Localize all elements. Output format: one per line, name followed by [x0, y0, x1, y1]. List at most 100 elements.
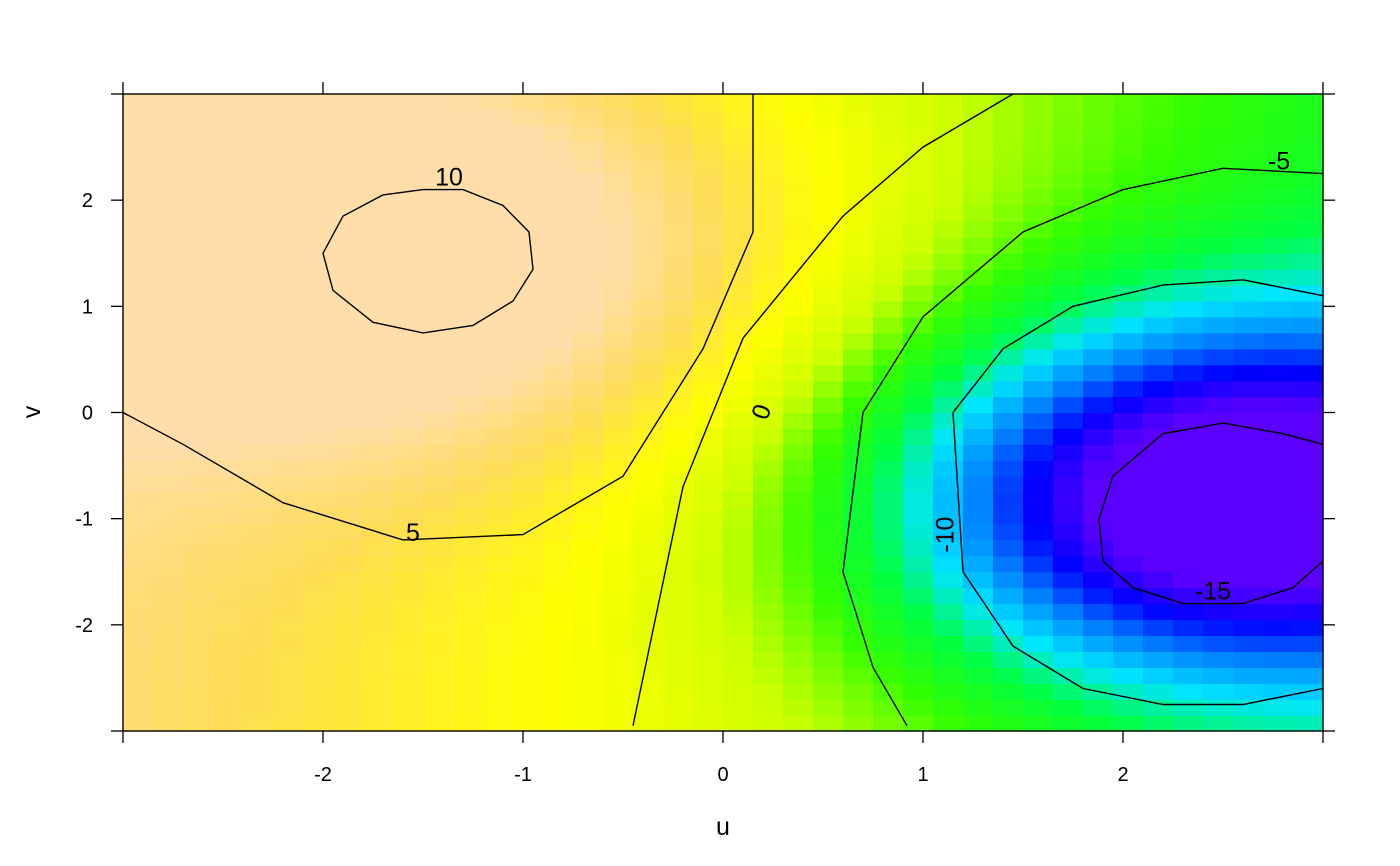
- heatmap-cell: [903, 508, 934, 525]
- heatmap-cell: [333, 125, 364, 143]
- heatmap-cell: [1023, 348, 1054, 366]
- heatmap-cell: [723, 301, 754, 318]
- heatmap-cell: [273, 94, 304, 111]
- heatmap-cell: [303, 476, 334, 493]
- heatmap-cell: [1053, 555, 1084, 573]
- heatmap-cell: [1203, 332, 1234, 350]
- heatmap-cell: [1293, 428, 1324, 445]
- heatmap-cell: [513, 460, 544, 477]
- heatmap-cell: [1233, 364, 1264, 382]
- heatmap-cell: [1203, 444, 1234, 461]
- heatmap-cell: [153, 364, 184, 382]
- heatmap-cell: [873, 205, 904, 222]
- heatmap-cell: [363, 141, 394, 159]
- heatmap-cell: [813, 428, 844, 445]
- heatmap-cell: [1263, 221, 1294, 238]
- heatmap-cell: [933, 253, 964, 270]
- heatmap-cell: [273, 412, 304, 430]
- heatmap-cell: [933, 237, 964, 254]
- heatmap-cell: [723, 285, 754, 302]
- heatmap-cell: [1203, 651, 1234, 668]
- heatmap-cell: [1293, 523, 1324, 541]
- heatmap-cell: [1293, 380, 1324, 398]
- heatmap-cell: [1023, 699, 1054, 716]
- heatmap-cell: [543, 301, 574, 318]
- heatmap-cell: [1023, 396, 1054, 414]
- heatmap-cell: [783, 285, 814, 302]
- heatmap-cell: [1023, 667, 1054, 684]
- heatmap-cell: [273, 237, 304, 254]
- heatmap-cell: [1293, 587, 1324, 605]
- heatmap-cell: [213, 428, 244, 445]
- heatmap-cell: [633, 476, 664, 493]
- heatmap-cell: [213, 173, 244, 191]
- heatmap-cell: [483, 221, 514, 238]
- heatmap-cell: [513, 237, 544, 254]
- heatmap-cell: [783, 332, 814, 350]
- heatmap-cell: [963, 237, 994, 254]
- heatmap-cell: [663, 364, 694, 382]
- heatmap-cell: [513, 332, 544, 350]
- heatmap-cell: [963, 523, 994, 541]
- heatmap-cell: [363, 301, 394, 318]
- heatmap-cell: [1083, 619, 1114, 637]
- heatmap-cell: [873, 301, 904, 318]
- heatmap-cell: [1173, 237, 1204, 254]
- heatmap-cell: [693, 125, 724, 143]
- heatmap-cell: [993, 364, 1024, 382]
- heatmap-cell: [783, 428, 814, 445]
- heatmap-cell: [1023, 173, 1054, 191]
- heatmap-cell: [453, 428, 484, 445]
- heatmap-cell: [993, 157, 1024, 175]
- heatmap-cell: [573, 715, 604, 732]
- heatmap-cell: [393, 699, 424, 716]
- heatmap-cell: [393, 683, 424, 700]
- heatmap-cell: [183, 715, 214, 732]
- heatmap-cell: [1143, 603, 1174, 621]
- heatmap-cell: [843, 332, 874, 350]
- heatmap-cell: [303, 412, 334, 430]
- heatmap-cell: [543, 492, 574, 509]
- heatmap-cell: [483, 109, 514, 127]
- heatmap-cell: [633, 492, 664, 509]
- heatmap-cell: [1113, 269, 1144, 286]
- heatmap-cell: [843, 348, 874, 366]
- heatmap-cell: [993, 348, 1024, 366]
- heatmap-cell: [213, 651, 244, 668]
- heatmap-cell: [513, 125, 544, 143]
- heatmap-cell: [663, 237, 694, 254]
- heatmap-cell: [1023, 94, 1054, 111]
- heatmap-cell: [1113, 173, 1144, 191]
- heatmap-cell: [1173, 316, 1204, 334]
- heatmap-cell: [363, 555, 394, 573]
- heatmap-cell: [513, 587, 544, 605]
- heatmap-cell: [1173, 332, 1204, 350]
- heatmap-cell: [123, 316, 154, 334]
- heatmap-cell: [603, 316, 634, 334]
- heatmap-cell: [693, 205, 724, 222]
- heatmap-cell: [1233, 237, 1264, 254]
- heatmap-cell: [153, 253, 184, 270]
- heatmap-cell: [453, 683, 484, 700]
- heatmap-cell: [813, 523, 844, 541]
- heatmap-cell: [1173, 635, 1204, 652]
- heatmap-cell: [993, 205, 1024, 222]
- heatmap-cell: [333, 683, 364, 700]
- heatmap-cell: [123, 189, 154, 207]
- heatmap-cell: [723, 109, 754, 127]
- heatmap-cell: [483, 715, 514, 732]
- heatmap-cell: [603, 173, 634, 191]
- heatmap-cell: [1173, 460, 1204, 477]
- heatmap-cell: [153, 651, 184, 668]
- heatmap-cell: [1203, 173, 1234, 191]
- heatmap-cell: [1263, 539, 1294, 557]
- heatmap-cell: [363, 444, 394, 461]
- heatmap-cell: [603, 492, 634, 509]
- heatmap-cell: [123, 571, 154, 589]
- heatmap-cell: [123, 125, 154, 143]
- heatmap-cell: [243, 603, 274, 621]
- heatmap-cell: [1023, 412, 1054, 430]
- heatmap-cell: [1203, 555, 1234, 573]
- heatmap-cell: [933, 683, 964, 700]
- heatmap-cell: [1053, 619, 1084, 637]
